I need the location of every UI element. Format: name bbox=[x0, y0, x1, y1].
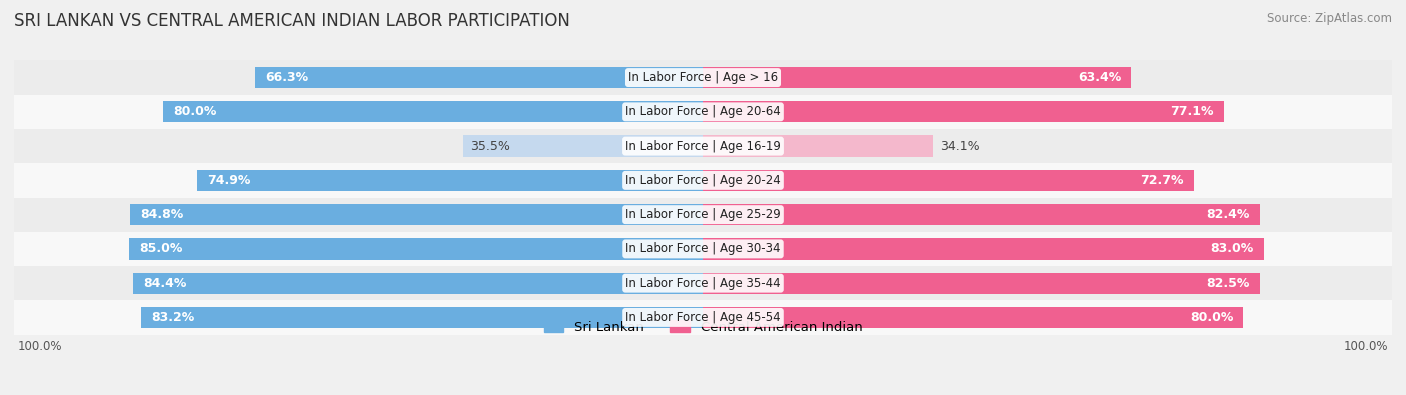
Bar bbox=[14, 266, 1392, 300]
Bar bbox=[14, 60, 1392, 95]
Bar bbox=[256, 67, 703, 88]
Bar bbox=[703, 170, 1194, 191]
Text: In Labor Force | Age 25-29: In Labor Force | Age 25-29 bbox=[626, 208, 780, 221]
Text: 84.8%: 84.8% bbox=[141, 208, 184, 221]
Text: 82.5%: 82.5% bbox=[1206, 276, 1250, 290]
Bar bbox=[463, 135, 703, 157]
Text: 34.1%: 34.1% bbox=[941, 139, 980, 152]
Text: Source: ZipAtlas.com: Source: ZipAtlas.com bbox=[1267, 12, 1392, 25]
Text: In Labor Force | Age 16-19: In Labor Force | Age 16-19 bbox=[626, 139, 780, 152]
Text: 84.4%: 84.4% bbox=[143, 276, 187, 290]
Text: In Labor Force | Age 30-34: In Labor Force | Age 30-34 bbox=[626, 243, 780, 256]
Text: 100.0%: 100.0% bbox=[1344, 340, 1389, 353]
Text: In Labor Force | Age > 16: In Labor Force | Age > 16 bbox=[628, 71, 778, 84]
Text: In Labor Force | Age 20-24: In Labor Force | Age 20-24 bbox=[626, 174, 780, 187]
Bar bbox=[14, 95, 1392, 129]
Text: 77.1%: 77.1% bbox=[1170, 105, 1213, 118]
Bar bbox=[134, 273, 703, 294]
Bar bbox=[131, 204, 703, 225]
Text: 80.0%: 80.0% bbox=[173, 105, 217, 118]
Text: In Labor Force | Age 45-54: In Labor Force | Age 45-54 bbox=[626, 311, 780, 324]
Text: 72.7%: 72.7% bbox=[1140, 174, 1184, 187]
Bar bbox=[14, 198, 1392, 232]
Bar bbox=[14, 300, 1392, 335]
Text: 74.9%: 74.9% bbox=[207, 174, 250, 187]
Text: 35.5%: 35.5% bbox=[470, 139, 510, 152]
Text: 82.4%: 82.4% bbox=[1206, 208, 1250, 221]
Text: 85.0%: 85.0% bbox=[139, 243, 183, 256]
Text: 83.0%: 83.0% bbox=[1211, 243, 1254, 256]
Bar bbox=[14, 129, 1392, 163]
Bar bbox=[703, 204, 1260, 225]
Text: SRI LANKAN VS CENTRAL AMERICAN INDIAN LABOR PARTICIPATION: SRI LANKAN VS CENTRAL AMERICAN INDIAN LA… bbox=[14, 12, 569, 30]
Bar bbox=[163, 101, 703, 122]
Bar bbox=[703, 135, 934, 157]
Text: In Labor Force | Age 20-64: In Labor Force | Age 20-64 bbox=[626, 105, 780, 118]
Bar bbox=[14, 232, 1392, 266]
Bar bbox=[14, 163, 1392, 198]
Bar bbox=[129, 238, 703, 260]
Text: 100.0%: 100.0% bbox=[17, 340, 62, 353]
Text: 63.4%: 63.4% bbox=[1078, 71, 1121, 84]
Bar bbox=[703, 273, 1260, 294]
Bar bbox=[703, 307, 1243, 328]
Bar bbox=[703, 101, 1223, 122]
Text: 66.3%: 66.3% bbox=[266, 71, 308, 84]
Text: 80.0%: 80.0% bbox=[1189, 311, 1233, 324]
Bar bbox=[703, 238, 1264, 260]
Bar bbox=[197, 170, 703, 191]
Text: 83.2%: 83.2% bbox=[152, 311, 194, 324]
Bar bbox=[141, 307, 703, 328]
Text: In Labor Force | Age 35-44: In Labor Force | Age 35-44 bbox=[626, 276, 780, 290]
Bar bbox=[703, 67, 1132, 88]
Legend: Sri Lankan, Central American Indian: Sri Lankan, Central American Indian bbox=[538, 315, 868, 339]
